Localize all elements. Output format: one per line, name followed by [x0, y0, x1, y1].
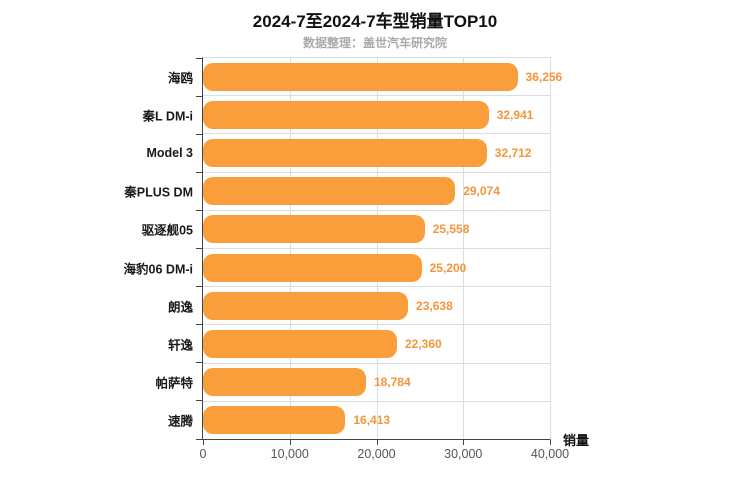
bar-row: 海鸥 36,256	[168, 58, 562, 97]
value-label: 25,558	[432, 222, 470, 237]
bar-row: 秦L DM-i 32,941	[143, 96, 550, 135]
bar	[203, 100, 489, 129]
x-axis-tick-label: 40,000	[530, 447, 570, 461]
value-label: 23,638	[416, 298, 453, 313]
category-label: 驱逐舰05	[141, 223, 193, 238]
category-label: 朗逸	[167, 300, 193, 315]
y-axis-tick	[196, 248, 202, 249]
category-label: 帕萨特	[155, 376, 193, 391]
category-label: 秦L DM-i	[142, 109, 193, 124]
category-label: 海豹06 DM-i	[123, 262, 193, 277]
bar-row: 轩逸 22,360	[168, 325, 550, 364]
bar-row: 帕萨特 18,784	[155, 364, 550, 402]
value-label: 22,360	[404, 337, 442, 352]
value-label: 32,712	[494, 146, 532, 160]
bar	[203, 139, 487, 167]
x-axis-title: 销量	[563, 433, 590, 448]
y-axis-tick	[196, 438, 202, 440]
y-axis-tick	[196, 400, 202, 402]
value-label: 32,941	[496, 107, 534, 122]
x-axis-tick-label: 0	[199, 447, 207, 461]
category-label: 海鸥	[167, 71, 193, 86]
chart-title: 2024-7至2024-7车型销量TOP10	[252, 12, 498, 31]
bar	[203, 291, 409, 320]
x-axis-tick	[550, 440, 551, 445]
y-axis-tick	[196, 171, 202, 173]
x-axis-tick-label: 30,000	[444, 447, 483, 461]
y-axis-tick	[196, 209, 202, 211]
y-axis-tick	[196, 133, 202, 135]
y-axis-tick	[196, 324, 202, 326]
value-label: 36,256	[525, 69, 563, 84]
bar	[203, 215, 425, 244]
bar	[203, 177, 456, 206]
category-label: 速腾	[167, 414, 193, 429]
value-label: 25,200	[429, 260, 467, 275]
bar	[203, 406, 346, 435]
value-label: 29,074	[463, 184, 500, 199]
category-label: 轩逸	[167, 338, 193, 353]
category-label: Model 3	[146, 146, 193, 160]
category-label: 秦PLUS DM	[124, 185, 193, 200]
bar	[203, 330, 397, 359]
y-axis-tick	[196, 362, 202, 364]
bar-row: 速腾 16,413	[168, 402, 550, 439]
x-axis-tick	[376, 440, 378, 445]
x-axis-tick-label: 20,000	[357, 447, 396, 461]
bar-row: Model 3 32,712	[146, 134, 550, 173]
plot-area: 海鸥 36,256 秦L DM-i 32,941 Model 3 32,712 秦PLUS …	[124, 57, 569, 461]
bar-row: 驱逐舰05 25,558	[142, 211, 550, 250]
bar	[203, 368, 366, 397]
value-label: 18,784	[373, 375, 411, 390]
x-axis-tick	[203, 440, 204, 445]
x-axis-tick-label: 10,000	[270, 447, 309, 461]
chart-subtitle: 数据整理：盖世汽车研究院	[302, 36, 447, 50]
bar-row: 海豹06 DM-i 25,200	[124, 249, 550, 288]
bar-row: 秦PLUS DM 29,074	[124, 173, 550, 211]
y-axis-tick	[196, 95, 202, 97]
x-axis-tick	[463, 440, 465, 445]
x-axis-tick	[289, 440, 291, 445]
value-label: 16,413	[353, 413, 391, 428]
bar-row: 朗逸 23,638	[168, 287, 550, 326]
bar	[203, 62, 518, 91]
y-axis-tick	[196, 286, 202, 288]
bar-rows: 海鸥 36,256 秦L DM-i 32,941 Model 3 32,712 秦PLUS …	[124, 58, 562, 439]
bar	[203, 253, 422, 282]
y-axis-tick	[196, 57, 202, 59]
